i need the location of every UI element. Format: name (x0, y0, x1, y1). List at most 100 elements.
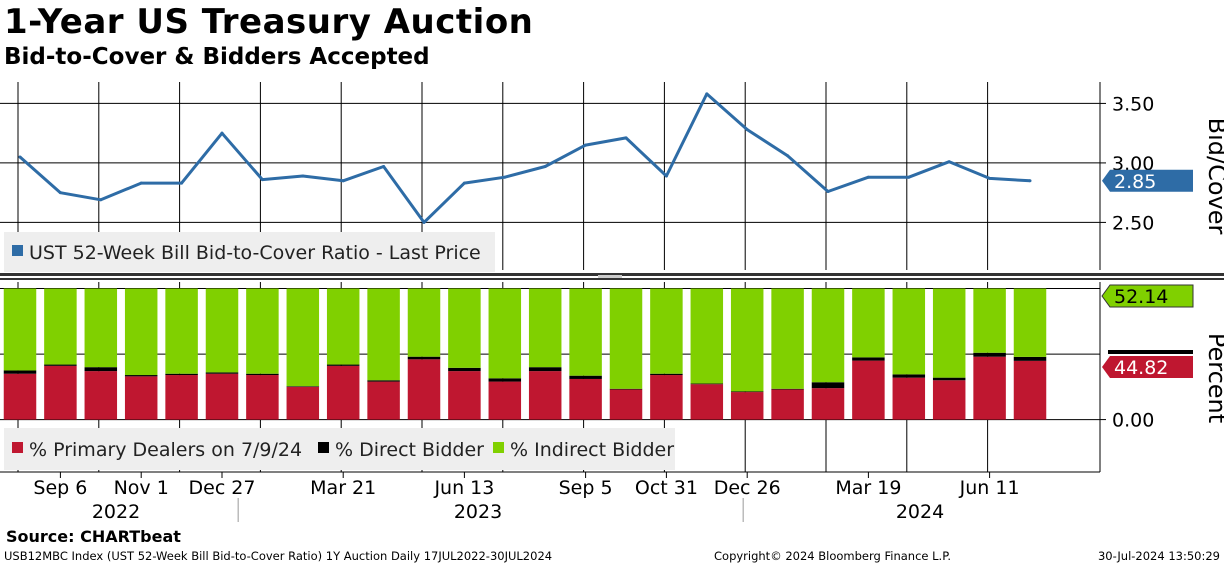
bar-direct-bidder (852, 357, 885, 361)
footer-copyright: Copyright© 2024 Bloomberg Finance L.P. (714, 549, 951, 563)
bid-to-cover-point (139, 181, 143, 185)
bid-to-cover-point (99, 198, 103, 202)
bar-indirect-bidder (892, 288, 926, 375)
year-label: 2022 (92, 501, 140, 523)
bid-to-cover-point (624, 136, 628, 140)
last-value-tag-primary-text: 44.82 (1114, 357, 1168, 379)
x-tick-label: Dec 26 (714, 477, 781, 499)
chart-subtitle: Bid-to-Cover & Bidders Accepted (4, 44, 430, 70)
bar-primary-dealers (730, 392, 764, 420)
legend-label-indirect-bidder: % Indirect Bidder (510, 439, 674, 461)
bottom-legend-box (4, 428, 675, 470)
last-value-tag-primary: 44.82 (1102, 356, 1193, 379)
panel-divider-handle[interactable] (598, 275, 622, 278)
bar-primary-dealers (3, 373, 37, 420)
legend-label-primary-dealers: % Primary Dealers on 7/9/24 (29, 439, 302, 461)
bar-indirect-bidder (811, 288, 845, 383)
bar-direct-bidder (609, 388, 643, 390)
footer-timestamp: 30-Jul-2024 13:50:29 (1097, 549, 1220, 563)
bid-to-cover-point (786, 154, 790, 158)
legend-swatch-indirect-bidder (493, 442, 504, 453)
bottom-tick-label: 0.00 (1112, 410, 1154, 432)
bid-to-cover-point (422, 220, 426, 224)
legend-label-direct-bidder: % Direct Bidder (335, 439, 484, 461)
bar-direct-bidder (286, 386, 320, 387)
year-label: 2023 (454, 501, 502, 523)
bar-primary-dealers (367, 381, 400, 420)
bid-to-cover-line (19, 92, 1031, 224)
bar-direct-bidder (932, 377, 966, 381)
bar-direct-bidder (892, 374, 926, 378)
bar-direct-bidder (771, 388, 804, 390)
bid-to-cover-point (58, 191, 62, 195)
bid-to-cover-point (462, 181, 466, 185)
bottom-axis-title: Percent (1203, 333, 1224, 423)
bar-primary-dealers (609, 389, 643, 420)
x-tick-label: Dec 27 (189, 477, 256, 499)
bar-indirect-bidder (973, 288, 1006, 353)
bar-direct-bidder (690, 383, 724, 385)
bar-primary-dealers (892, 377, 926, 420)
top-tick-label: 3.50 (1112, 93, 1154, 115)
bid-to-cover-point (826, 189, 830, 193)
last-value-tag-bid-to-cover-box (1102, 169, 1193, 192)
bid-to-cover-point (220, 131, 224, 135)
bar-primary-dealers (569, 378, 602, 420)
bar-direct-bidder (124, 375, 158, 377)
bar-primary-dealers (488, 381, 522, 420)
bar-direct-bidder (246, 373, 279, 376)
bar-indirect-bidder (84, 288, 118, 368)
bar-indirect-bidder (852, 288, 885, 358)
x-tick-label: Jun 13 (433, 477, 494, 499)
top-tick-label: 3.00 (1112, 153, 1154, 175)
bar-direct-bidder (367, 380, 400, 382)
bar-direct-bidder (569, 375, 602, 379)
bid-to-cover-point (180, 181, 184, 185)
last-value-tag-bid-to-cover-text: 2.85 (1114, 171, 1156, 193)
bid-to-cover-point (988, 176, 992, 180)
x-tick-label: Nov 1 (114, 477, 169, 499)
panel-divider (0, 273, 1224, 276)
bar-indirect-bidder (528, 288, 562, 368)
top-tick-label: 2.50 (1112, 212, 1154, 234)
top-axis-title: Bid/Cover (1203, 118, 1224, 235)
bar-direct-bidder (528, 367, 562, 372)
bar-indirect-bidder (124, 288, 158, 376)
bar-indirect-bidder (44, 288, 77, 365)
bar-primary-dealers (165, 375, 198, 420)
last-value-tag-primary-box (1102, 356, 1193, 378)
bar-direct-bidder (326, 364, 360, 366)
bid-to-cover-point (584, 143, 588, 147)
bar-indirect-bidder (407, 288, 441, 357)
bar-direct-bidder (3, 370, 37, 374)
bar-primary-dealers (407, 359, 441, 420)
last-value-tag-indirect-text: 52.14 (1114, 286, 1168, 308)
bar-direct-bidder (1013, 356, 1047, 361)
bar-indirect-bidder (650, 288, 683, 374)
bar-direct-bidder (448, 367, 481, 372)
bar-indirect-bidder (771, 288, 804, 389)
bar-primary-dealers (650, 375, 683, 420)
bid-to-cover-point (341, 179, 345, 183)
bar-primary-dealers (932, 380, 966, 420)
bar-direct-bidder (407, 356, 441, 360)
bar-indirect-bidder (488, 288, 522, 379)
bar-primary-dealers (124, 376, 158, 420)
bar-indirect-bidder (932, 288, 966, 378)
source-note: Source: CHARTbeat (6, 527, 181, 546)
bar-primary-dealers (690, 384, 724, 420)
x-tick-label: Sep 5 (559, 477, 613, 499)
bar-indirect-bidder (569, 288, 602, 376)
bar-direct-bidder (730, 391, 764, 393)
bar-direct-bidder (205, 372, 239, 374)
legend-swatch-direct-bidder (318, 442, 329, 453)
x-tick-label: Jun 11 (959, 477, 1020, 499)
last-value-tag-direct (1108, 350, 1193, 354)
bid-to-cover-point (745, 128, 749, 132)
x-tick-label: Sep 6 (33, 477, 87, 499)
year-label: 2024 (896, 501, 944, 523)
bar-indirect-bidder (730, 288, 764, 392)
bar-primary-dealers (448, 371, 481, 420)
footer-index-info: USB12MBC Index (UST 52-Week Bill Bid-to-… (4, 549, 553, 563)
